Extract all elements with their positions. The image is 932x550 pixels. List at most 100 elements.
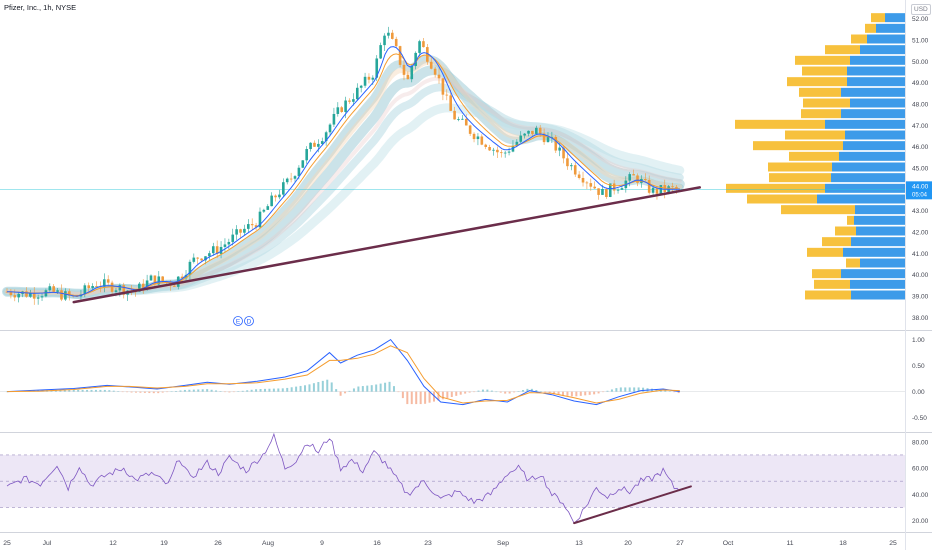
macd-hist-bar bbox=[157, 391, 160, 394]
candle-body bbox=[585, 182, 589, 184]
candle-body bbox=[336, 107, 340, 114]
rsi-axis-tick: 40.00 bbox=[912, 492, 929, 499]
currency-badge[interactable]: USD bbox=[911, 4, 931, 15]
macd-hist-bar bbox=[553, 391, 556, 395]
vp-up-bar bbox=[841, 269, 905, 279]
candle-body bbox=[433, 68, 437, 75]
macd-hist-bar bbox=[575, 391, 578, 397]
candle-body bbox=[138, 283, 141, 292]
time-axis-tick: 9 bbox=[320, 540, 324, 547]
candle-body bbox=[655, 187, 659, 194]
macd-hist-bar bbox=[241, 390, 244, 392]
symbol-title[interactable]: Pfizer, Inc., 1h, NYSE bbox=[4, 3, 77, 12]
time-axis-tick: 23 bbox=[424, 540, 432, 547]
candle-body bbox=[449, 95, 452, 111]
candle-body bbox=[188, 261, 192, 275]
macd-hist-bar bbox=[544, 391, 547, 393]
macd-hist-bar bbox=[428, 391, 431, 403]
macd-hist-bar bbox=[99, 389, 102, 392]
macd-panel bbox=[0, 338, 905, 406]
price-axis-tick: 50.00 bbox=[912, 59, 929, 66]
candle-body bbox=[620, 188, 624, 190]
macd-hist-bar bbox=[223, 391, 226, 393]
macd-hist-bar bbox=[94, 389, 97, 392]
macd-hist-bar bbox=[468, 391, 471, 393]
candle-body bbox=[204, 256, 207, 261]
candle-body bbox=[254, 225, 258, 228]
macd-hist-bar bbox=[628, 387, 631, 392]
vp-down-bar bbox=[851, 34, 867, 44]
candle-body bbox=[340, 107, 344, 112]
macd-hist-bar bbox=[437, 391, 440, 401]
macd-hist-bar bbox=[557, 391, 560, 395]
price-axis-tick: 43.00 bbox=[912, 208, 929, 215]
candle-body bbox=[25, 291, 28, 297]
candle-body bbox=[211, 246, 215, 254]
macd-hist-bar bbox=[459, 391, 462, 395]
time-axis-tick: 19 bbox=[160, 540, 168, 547]
candle-body bbox=[309, 142, 312, 150]
macd-hist-bar bbox=[130, 391, 133, 393]
macd-hist-bar bbox=[143, 391, 146, 393]
candle-body bbox=[243, 228, 246, 233]
candle-body bbox=[391, 32, 394, 39]
macd-hist-bar bbox=[197, 389, 200, 392]
price-axis-tick: 51.00 bbox=[912, 38, 929, 45]
macd-hist-bar bbox=[370, 385, 373, 392]
candle-body bbox=[200, 258, 203, 261]
candle-body bbox=[406, 74, 410, 80]
event-marker-label: D bbox=[247, 318, 252, 325]
macd-hist-bar bbox=[86, 389, 89, 392]
candle-body bbox=[355, 87, 359, 100]
macd-axis-tick: 0.50 bbox=[912, 363, 925, 370]
volume-profile bbox=[726, 13, 905, 300]
macd-hist-bar bbox=[637, 387, 640, 392]
macd-hist-bar bbox=[415, 391, 418, 405]
vp-down-bar bbox=[801, 109, 841, 119]
macd-hist-bar bbox=[508, 391, 511, 394]
candle-body bbox=[562, 147, 565, 159]
macd-hist-bar bbox=[295, 386, 298, 392]
support-trendline bbox=[72, 186, 702, 304]
candle-body bbox=[632, 174, 635, 176]
macd-hist-bar bbox=[250, 389, 253, 392]
macd-hist-bar bbox=[406, 391, 409, 405]
vp-down-bar bbox=[846, 258, 860, 268]
vp-up-bar bbox=[843, 141, 905, 151]
price-axis-tick: 40.00 bbox=[912, 272, 929, 279]
macd-hist-bar bbox=[504, 391, 507, 394]
macd-hist-bar bbox=[588, 391, 591, 395]
candle-body bbox=[332, 113, 336, 125]
vp-up-bar bbox=[860, 45, 905, 55]
macd-hist-bar bbox=[473, 391, 476, 393]
candle-body bbox=[278, 194, 281, 198]
candle-body bbox=[270, 195, 273, 207]
macd-hist-bar bbox=[259, 389, 262, 392]
candle-body bbox=[484, 144, 488, 148]
macd-hist-bar bbox=[530, 388, 533, 392]
candle-body bbox=[414, 52, 417, 67]
candle-body bbox=[75, 296, 79, 297]
time-axis-tick: 12 bbox=[109, 540, 117, 547]
candle-body bbox=[464, 118, 468, 126]
macd-hist-bar bbox=[335, 389, 338, 392]
candle-body bbox=[293, 176, 297, 179]
macd-axis-tick: 1.00 bbox=[912, 337, 925, 344]
vp-up-bar bbox=[841, 87, 905, 97]
vp-up-bar bbox=[817, 194, 905, 204]
macd-hist-bar bbox=[117, 391, 120, 392]
candle-body bbox=[219, 246, 223, 254]
candle-body bbox=[546, 137, 550, 143]
candle-body bbox=[367, 76, 371, 80]
vp-down-bar bbox=[799, 87, 841, 97]
candle-body bbox=[67, 291, 71, 296]
vp-down-bar bbox=[789, 151, 839, 161]
candle-body bbox=[258, 211, 262, 228]
macd-hist-bar bbox=[526, 388, 529, 392]
macd-hist-bar bbox=[148, 391, 151, 394]
macd-hist-bar bbox=[304, 385, 307, 392]
candle-body bbox=[507, 151, 511, 153]
candle-body bbox=[554, 136, 558, 151]
macd-hist-bar bbox=[344, 391, 347, 394]
candle-body bbox=[91, 286, 94, 289]
